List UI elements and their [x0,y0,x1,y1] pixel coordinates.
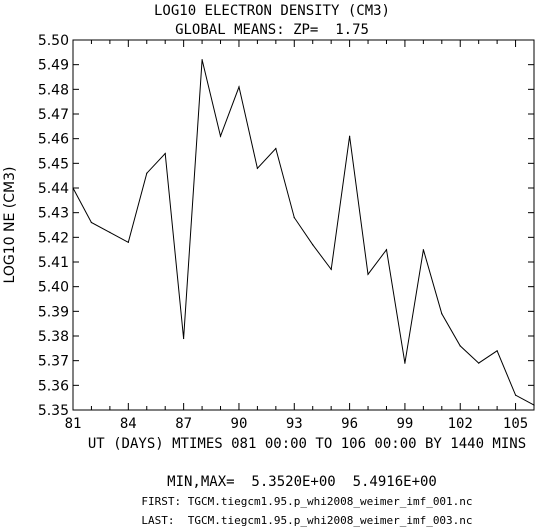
y-tick-label: 5.48 [38,82,69,98]
data-point [219,135,222,137]
data-point [90,221,92,224]
y-axis-label: LOG10 NE (CM3) [2,167,18,284]
x-tick-label: 96 [341,416,358,432]
data-point [515,394,517,396]
y-tick-label: 5.49 [38,58,69,74]
footer-first-file: FIRST: TGCM.tiegcm1.95.p_whi2008_weimer_… [141,495,472,508]
y-tick-label: 5.40 [38,280,69,296]
y-tick-label: 5.50 [38,33,69,49]
y-axis-ticks: 5.35 5.36 5.37 5.38 5.39 5.40 5.41 5.42 5.43 5.44… [38,33,534,419]
y-tick-label: 5.42 [38,230,69,246]
data-point [330,268,332,270]
footer-minmax: MIN,MAX= 5.3520E+00 5.4916E+00 [167,474,437,490]
data-point [422,249,424,251]
chart-subtitle: GLOBAL MEANS: ZP= 1.75 [175,22,369,38]
data-point [404,362,406,364]
data-point [275,147,277,150]
x-tick-label: 93 [286,416,303,432]
y-tick-label: 5.36 [38,378,69,394]
plot-frame [72,39,535,411]
data-point [312,244,314,246]
x-tick-label: 99 [396,416,413,432]
data-point [496,350,498,352]
data-point [109,231,111,233]
y-tick-label: 5.46 [38,132,69,148]
x-tick-label: 87 [175,416,192,432]
data-point [441,313,443,315]
data-point [385,249,388,251]
data-point [293,217,295,219]
y-tick-label: 5.38 [38,329,69,345]
y-tick-label: 5.44 [38,181,69,197]
y-tick-label: 5.39 [38,304,69,320]
y-tick-label: 5.43 [38,206,69,222]
data-point [201,59,203,61]
data-point [256,167,258,169]
x-tick-label: 102 [448,416,473,432]
data-points [72,59,535,406]
data-point [238,86,240,88]
x-tick-label: 81 [65,416,82,432]
y-tick-label: 5.35 [38,403,69,419]
x-tick-label: 105 [503,416,528,432]
x-tick-label: 90 [231,416,248,432]
data-point [367,273,369,275]
chart-title: LOG10 ELECTRON DENSITY (CM3) [154,3,390,19]
data-point [533,404,535,406]
series-line [72,59,535,406]
data-point [146,172,148,174]
x-axis-label: UT (DAYS) MTIMES 081 00:00 TO 106 00:00 … [88,436,526,452]
data-point [478,362,480,364]
data-point [349,135,351,137]
data-point [183,337,185,340]
data-point [164,152,166,155]
data-point [459,345,461,347]
data-point [127,241,129,243]
y-tick-label: 5.47 [38,107,69,123]
y-tick-label: 5.45 [38,156,69,172]
footer-last-file: LAST: TGCM.tiegcm1.95.p_whi2008_weimer_i… [141,514,472,527]
x-tick-label: 84 [120,416,137,432]
y-tick-label: 5.37 [38,354,69,370]
data-point [72,187,74,189]
y-tick-label: 5.41 [38,255,69,271]
x-axis-ticks: 81 84 87 90 93 96 99 102 105 [65,40,535,432]
